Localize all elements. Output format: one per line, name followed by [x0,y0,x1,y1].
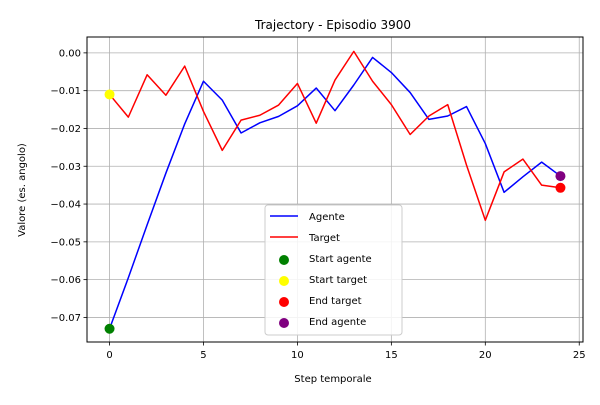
legend-label: Agente [309,212,345,223]
y-tick-label: −0.05 [50,237,81,248]
marker-end-agente [555,171,566,182]
y-tick-label: 0.00 [59,48,81,59]
x-tick-label: 0 [106,350,112,361]
y-tick-label: −0.03 [50,162,81,173]
marker-end-target [555,182,566,193]
plot-frame [86,36,584,343]
marker-start-agente [104,323,115,334]
legend-label: Target [308,233,340,244]
x-tick-label: 5 [200,350,206,361]
y-tick-label: −0.01 [50,86,81,97]
legend-label: Start agente [309,254,372,265]
series-line-target [108,50,561,222]
y-tick-label: −0.02 [50,124,81,135]
y-tick-label: −0.06 [50,275,81,286]
legend-label: End target [309,296,362,307]
legend-label: End agente [309,317,366,328]
y-tick-label: −0.07 [50,313,81,324]
series-line-agente [108,56,561,330]
chart-title: Trajectory - Episodio 3900 [254,18,411,32]
legend-label: Start target [309,275,367,286]
legend-swatch-dot [279,276,289,286]
legend-swatch-dot [279,318,289,328]
x-tick-label: 25 [573,350,586,361]
x-tick-label: 10 [291,350,304,361]
axis-ticks: 0 5 10 15 20 25 0.00 −0.01 −0.02 −0.03 −0.04 −0.05 −… [50,48,585,361]
x-axis-label: Step temporale [294,374,371,385]
legend-swatch-dot [279,297,289,307]
legend-swatch-dot [279,255,289,265]
y-axis-label: Valore (es. angolo) [17,143,28,237]
x-tick-label: 20 [479,350,492,361]
marker-start-target [104,89,115,100]
y-tick-label: −0.04 [50,200,81,211]
legend-box [264,204,403,336]
series-layer [108,50,561,330]
x-tick-label: 15 [385,350,398,361]
marker-layer [104,89,566,334]
legend: Agente Target Start agente Start target End … [264,204,403,336]
